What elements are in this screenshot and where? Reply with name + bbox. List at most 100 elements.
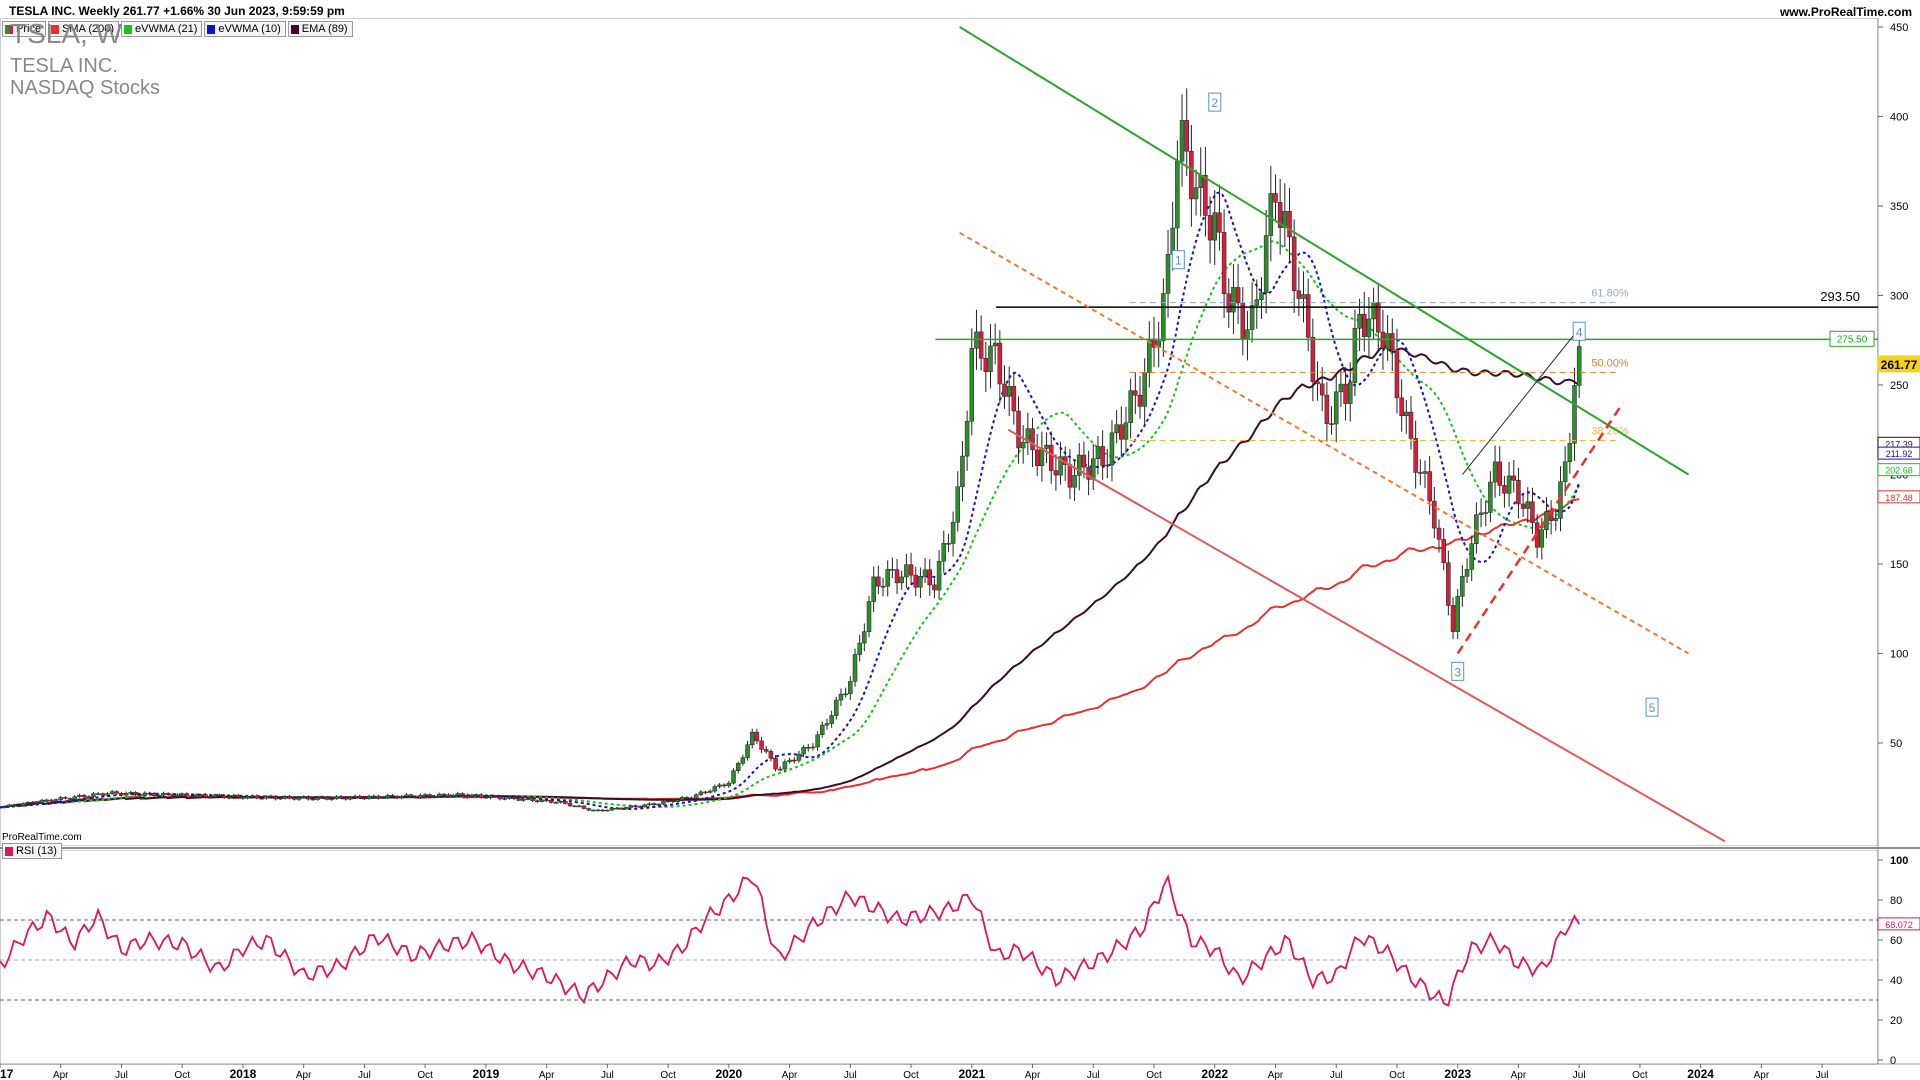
wave-label-box <box>1451 661 1465 681</box>
price-candle <box>1352 309 1358 397</box>
candle-body <box>950 521 956 544</box>
candle-body <box>535 800 540 802</box>
candle-body <box>647 803 652 805</box>
candle-body <box>1464 569 1470 577</box>
candle-body <box>399 796 405 799</box>
price-candle <box>1394 328 1400 414</box>
candle-body <box>1048 444 1054 471</box>
price-candle <box>549 798 554 804</box>
rsi-tick-label: 100 <box>1890 855 1908 867</box>
candle-body <box>301 796 306 799</box>
candle-body <box>651 803 657 806</box>
price-candle <box>876 565 881 595</box>
price-candle <box>1450 597 1456 640</box>
price-candle <box>857 634 862 662</box>
candle-body <box>203 794 208 798</box>
site-link[interactable]: www.ProRealTime.com <box>1779 5 1912 19</box>
price-candle <box>726 780 732 788</box>
candle-body <box>1427 471 1432 502</box>
candle-body <box>1273 193 1278 203</box>
candle-body <box>469 794 475 797</box>
candle-body <box>820 724 825 735</box>
time-tick-label: 2017 <box>0 1067 14 1080</box>
candle-body <box>880 585 886 588</box>
price-candle <box>464 793 470 799</box>
candle-body <box>1086 466 1091 480</box>
rsi-legend[interactable]: RSI (13) <box>2 843 62 859</box>
legend-sma200[interactable]: SMA (200) <box>48 21 120 37</box>
candle-body <box>259 797 264 800</box>
price-candle <box>777 766 783 772</box>
candle-body <box>1301 294 1306 299</box>
candle-body <box>240 796 246 799</box>
level-label: 293.50 <box>1820 289 1860 304</box>
price-candle <box>1562 446 1568 497</box>
price-candle <box>796 750 802 763</box>
axis-value-badge <box>1877 446 1920 460</box>
time-tick-label: Apr <box>539 1070 555 1080</box>
price-candle <box>1048 431 1054 484</box>
price-candle <box>927 559 932 596</box>
candle-body <box>1011 386 1017 412</box>
legend-ema89[interactable]: EMA (89) <box>287 21 353 37</box>
time-tick-label: 2024 <box>1687 1067 1714 1080</box>
candle-body <box>334 796 339 799</box>
candle-body <box>1034 449 1040 466</box>
legend-evwma10[interactable]: eVWMA (10) <box>204 21 286 37</box>
candle-body <box>170 794 176 797</box>
legend-price[interactable]: Price <box>2 21 47 37</box>
price-candle <box>371 794 377 798</box>
candle-body <box>179 793 185 796</box>
price-tick-label: 400 <box>1890 111 1908 123</box>
time-tick-label: Jul <box>601 1070 614 1080</box>
time-tick-label: Oct <box>1389 1070 1405 1080</box>
price-candle <box>1011 371 1017 425</box>
candle-body <box>1497 461 1502 486</box>
candle-body <box>777 768 783 771</box>
candle-body <box>852 654 858 682</box>
price-candle <box>801 745 806 758</box>
time-tick-label: 2023 <box>1444 1067 1471 1080</box>
price-candle <box>137 792 143 797</box>
wave-label: 1 <box>1175 254 1182 268</box>
candle-body <box>955 486 961 523</box>
price-candle <box>1305 278 1311 352</box>
price-candle <box>1058 441 1063 485</box>
price-candle <box>142 791 148 797</box>
candle-body <box>1488 481 1493 513</box>
price-candle <box>1362 291 1367 352</box>
price-candle <box>1408 396 1414 450</box>
rsi-tick-label: 20 <box>1890 1015 1902 1027</box>
price-candle <box>656 803 662 806</box>
candle-body <box>338 796 344 798</box>
price-candle <box>768 749 774 762</box>
candle-body <box>25 802 31 804</box>
price-candle <box>25 801 31 805</box>
candle-body <box>1277 202 1283 228</box>
price-candle <box>474 793 479 797</box>
candle-body <box>1338 383 1344 393</box>
price-candle <box>530 797 535 802</box>
price-candle <box>343 796 348 801</box>
price-candle <box>240 795 246 800</box>
price-candle <box>156 793 162 797</box>
price-candle <box>404 793 409 798</box>
price-candle <box>1193 169 1199 216</box>
candle-body <box>913 574 918 588</box>
price-candle <box>492 794 498 798</box>
rsi-tick-label: 40 <box>1890 975 1902 987</box>
legend-evwma21[interactable]: eVWMA (21) <box>121 21 203 37</box>
price-candle <box>170 792 176 799</box>
candle-body <box>1123 422 1129 440</box>
candle-body <box>58 797 63 800</box>
price-candle <box>693 793 699 800</box>
price-candle <box>1184 88 1189 176</box>
wave-label-box <box>1171 250 1185 270</box>
candle-body <box>866 601 872 632</box>
price-candle <box>49 798 54 803</box>
price-candle <box>413 795 419 799</box>
candle-body <box>591 809 596 812</box>
price-candle <box>834 696 839 720</box>
candle-body <box>1179 120 1185 162</box>
candle-body <box>156 794 162 797</box>
